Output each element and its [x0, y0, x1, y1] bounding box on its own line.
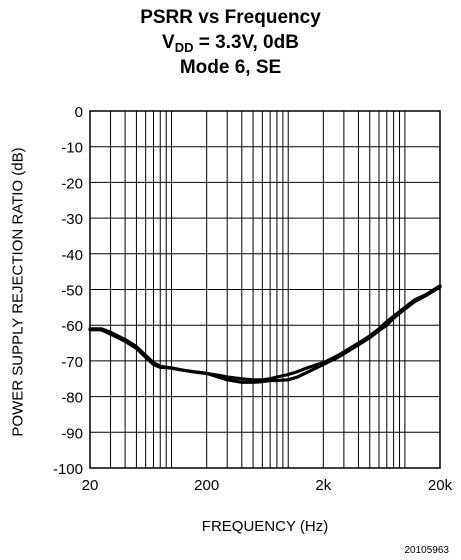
- y-tick-label: -40: [61, 247, 83, 264]
- series-line-2: [88, 285, 442, 384]
- x-axis-label: FREQUENCY (Hz): [201, 518, 329, 535]
- series-group: [88, 284, 442, 384]
- y-axis-label: POWER SUPPLY REJECTION RATIO (dB): [9, 147, 27, 437]
- y-tick-label: -50: [61, 283, 83, 300]
- x-tick-label: 20k: [428, 477, 453, 494]
- y-tick-label: -100: [53, 461, 83, 478]
- subtitle-rest: = 3.3V, 0dB: [193, 32, 299, 53]
- y-tick-label: 0: [75, 104, 83, 121]
- x-tick-label: 20: [82, 477, 99, 494]
- y-tick-label: -90: [61, 425, 83, 442]
- subtitle-subscript: DD: [174, 40, 194, 55]
- chart-title: PSRR vs Frequency: [140, 7, 321, 28]
- subtitle-v: V: [162, 32, 175, 53]
- figure-id: 20105963: [404, 545, 450, 556]
- x-tick-label: 200: [194, 477, 219, 494]
- y-tick-label: -70: [61, 354, 83, 371]
- y-tick-label: -20: [61, 175, 83, 192]
- x-tick-label: 2k: [315, 477, 331, 494]
- y-tick-label: -10: [61, 140, 83, 157]
- chart-mode-label: Mode 6, SE: [179, 57, 282, 78]
- y-tick-label: -60: [61, 318, 83, 335]
- y-tick-label: -30: [61, 211, 83, 228]
- chart-subtitle: VDD = 3.3V, 0dB: [0, 31, 461, 56]
- y-tick-label: -80: [61, 390, 83, 407]
- series-line-1: [88, 284, 442, 382]
- plot-frame: [89, 110, 441, 469]
- grid: [90, 111, 440, 468]
